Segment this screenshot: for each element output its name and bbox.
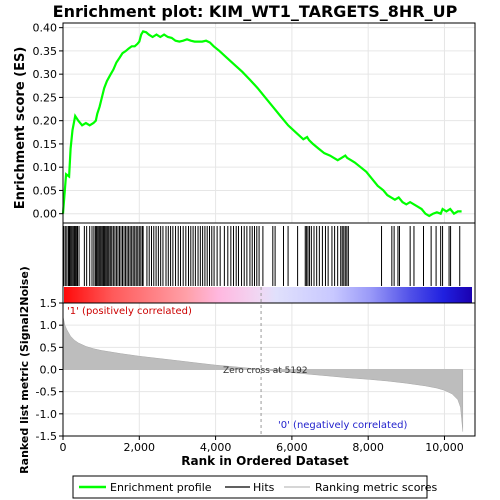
chart-title: Enrichment plot: KIM_WT1_TARGETS_8HR_UP xyxy=(53,2,458,21)
rank-y-tick-label: -0.5 xyxy=(36,386,57,399)
rank-x-tick-label: 0 xyxy=(60,441,67,454)
rank-x-tick-label: 8,000 xyxy=(352,441,384,454)
es-y-axis-label: Enrichment score (ES) xyxy=(13,47,28,210)
rank-y-tick-label: 0.5 xyxy=(40,341,58,354)
zero-cross-label: Zero cross at 5192 xyxy=(223,366,308,376)
legend-hits-label: Hits xyxy=(253,481,275,494)
rank-color-bar xyxy=(64,287,472,303)
es-y-tick-label: 0.15 xyxy=(33,138,58,151)
rank-y-tick-label: 1.5 xyxy=(40,297,58,310)
rank-x-tick-label: 6,000 xyxy=(276,441,308,454)
negative-correlation-label: '0' (negatively correlated) xyxy=(278,420,407,431)
rank-y-tick-label: 0.0 xyxy=(40,364,58,377)
rank-y-tick-label: -1.5 xyxy=(36,430,57,443)
rank-x-tick-label: 2,000 xyxy=(124,441,156,454)
legend: Enrichment profile Hits Ranking metric s… xyxy=(73,476,437,498)
rank-x-tick-label: 4,000 xyxy=(200,441,232,454)
es-y-tick-label: 0.30 xyxy=(33,68,58,81)
rank-y-tick-label: -1.0 xyxy=(36,408,57,421)
es-y-tick-label: 0.00 xyxy=(33,208,58,221)
rank-y-tick-label: 1.0 xyxy=(40,319,58,332)
es-y-tick-label: 0.25 xyxy=(33,91,58,104)
es-y-tick-label: 0.35 xyxy=(33,45,58,58)
legend-ranking-label: Ranking metric scores xyxy=(315,481,437,494)
es-y-tick-label: 0.05 xyxy=(33,184,58,197)
rank-x-axis-label: Rank in Ordered Dataset xyxy=(181,454,349,468)
rank-x-tick-label: 10,000 xyxy=(425,441,464,454)
es-y-tick-label: 0.40 xyxy=(33,22,58,35)
rank-y-axis-label: Ranked list metric (Signal2Noise) xyxy=(18,266,31,474)
es-y-tick-label: 0.20 xyxy=(33,115,58,128)
positive-correlation-label: '1' (positively correlated) xyxy=(67,306,192,317)
es-y-tick-label: 0.10 xyxy=(33,161,58,174)
legend-enrichment-label: Enrichment profile xyxy=(110,481,212,494)
